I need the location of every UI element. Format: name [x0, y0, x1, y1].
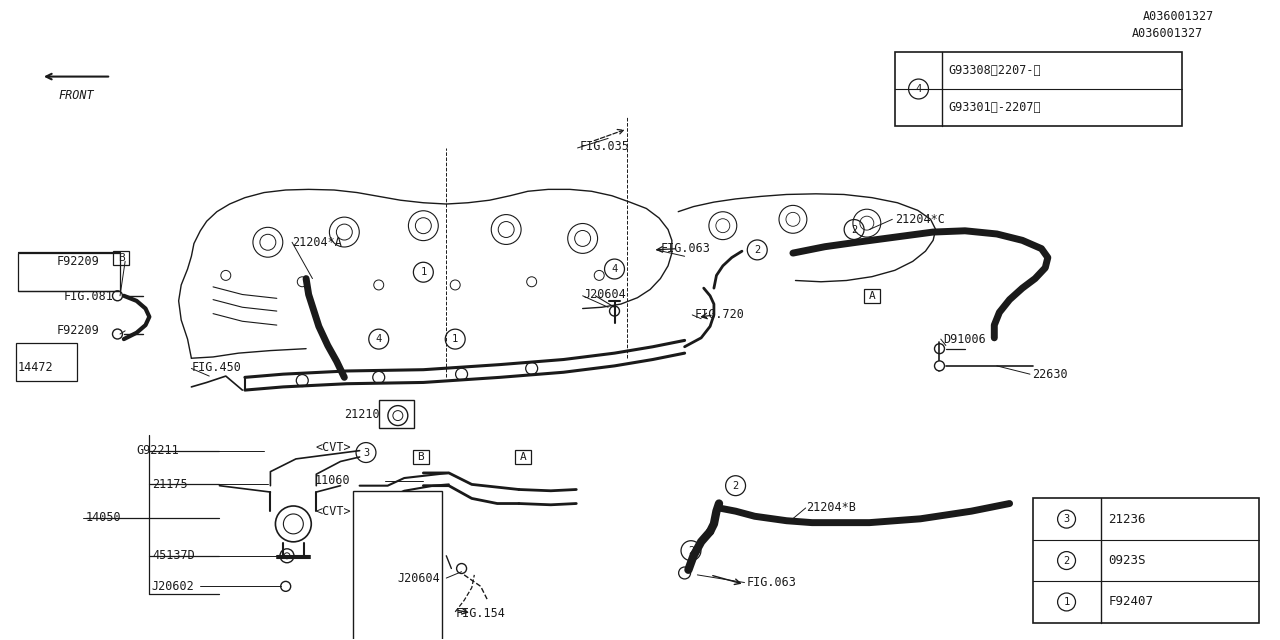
Circle shape [934, 361, 945, 371]
Text: G93308＜2207-＞: G93308＜2207-＞ [948, 64, 1041, 77]
Text: 2: 2 [1064, 556, 1070, 566]
Text: F92209: F92209 [56, 255, 99, 268]
Bar [15, 342, 77, 381]
Text: 45137D: 45137D [152, 549, 195, 563]
Text: FIG.720: FIG.720 [695, 308, 745, 321]
Text: FIG.063: FIG.063 [748, 576, 797, 589]
Text: 0923S: 0923S [1108, 554, 1146, 567]
Bar [353, 491, 443, 640]
Bar [895, 52, 1181, 125]
Bar [413, 450, 429, 464]
Text: 21204*C: 21204*C [895, 213, 945, 226]
Text: 2: 2 [851, 225, 858, 234]
Text: 4: 4 [915, 84, 922, 94]
Text: F92209: F92209 [56, 324, 99, 337]
Text: FIG.063: FIG.063 [660, 242, 710, 255]
Text: 1: 1 [420, 268, 426, 277]
Text: 2: 2 [687, 546, 694, 556]
Text: F92407: F92407 [1108, 595, 1153, 609]
Bar [515, 450, 531, 464]
Text: A: A [869, 291, 876, 301]
Text: A036001327: A036001327 [1132, 27, 1203, 40]
Text: FIG.154: FIG.154 [456, 607, 506, 620]
Bar [864, 289, 879, 303]
Text: 21236: 21236 [1108, 513, 1146, 525]
Text: 2: 2 [754, 245, 760, 255]
Text: 2: 2 [732, 481, 739, 491]
Text: 21210: 21210 [344, 408, 380, 421]
Bar [18, 253, 120, 291]
Text: FIG.035: FIG.035 [580, 140, 630, 153]
Text: 21175: 21175 [152, 478, 187, 491]
Text: 1: 1 [452, 334, 458, 344]
Text: B: B [118, 253, 124, 262]
Text: A036001327: A036001327 [1143, 10, 1213, 23]
Text: 11060: 11060 [315, 474, 351, 487]
Text: 22630: 22630 [1033, 367, 1068, 381]
Text: 3: 3 [1064, 514, 1070, 524]
Text: B: B [417, 452, 424, 462]
Text: 14472: 14472 [18, 362, 54, 374]
Text: A: A [520, 452, 526, 462]
Text: FRONT: FRONT [59, 89, 95, 102]
Text: 14050: 14050 [86, 511, 122, 524]
Text: J20602: J20602 [152, 580, 195, 593]
Text: 3: 3 [362, 447, 369, 458]
Text: 21204*A: 21204*A [292, 236, 342, 249]
Text: G92211: G92211 [137, 444, 179, 457]
Text: 21204*B: 21204*B [805, 502, 855, 515]
Text: 1: 1 [1064, 597, 1070, 607]
Bar [1033, 499, 1260, 623]
Text: J20604: J20604 [398, 572, 440, 584]
Text: <CVT>: <CVT> [315, 505, 351, 518]
Text: 4: 4 [612, 264, 618, 274]
Text: J20604: J20604 [584, 288, 627, 301]
Text: FIG.081: FIG.081 [64, 290, 114, 303]
Text: 4: 4 [375, 334, 381, 344]
Text: <CVT>: <CVT> [315, 441, 351, 454]
Bar [379, 401, 413, 428]
Bar [114, 251, 129, 264]
Text: FIG.450: FIG.450 [192, 362, 241, 374]
Text: D91006: D91006 [943, 333, 986, 346]
Text: G93301＜-2207＞: G93301＜-2207＞ [948, 101, 1041, 114]
